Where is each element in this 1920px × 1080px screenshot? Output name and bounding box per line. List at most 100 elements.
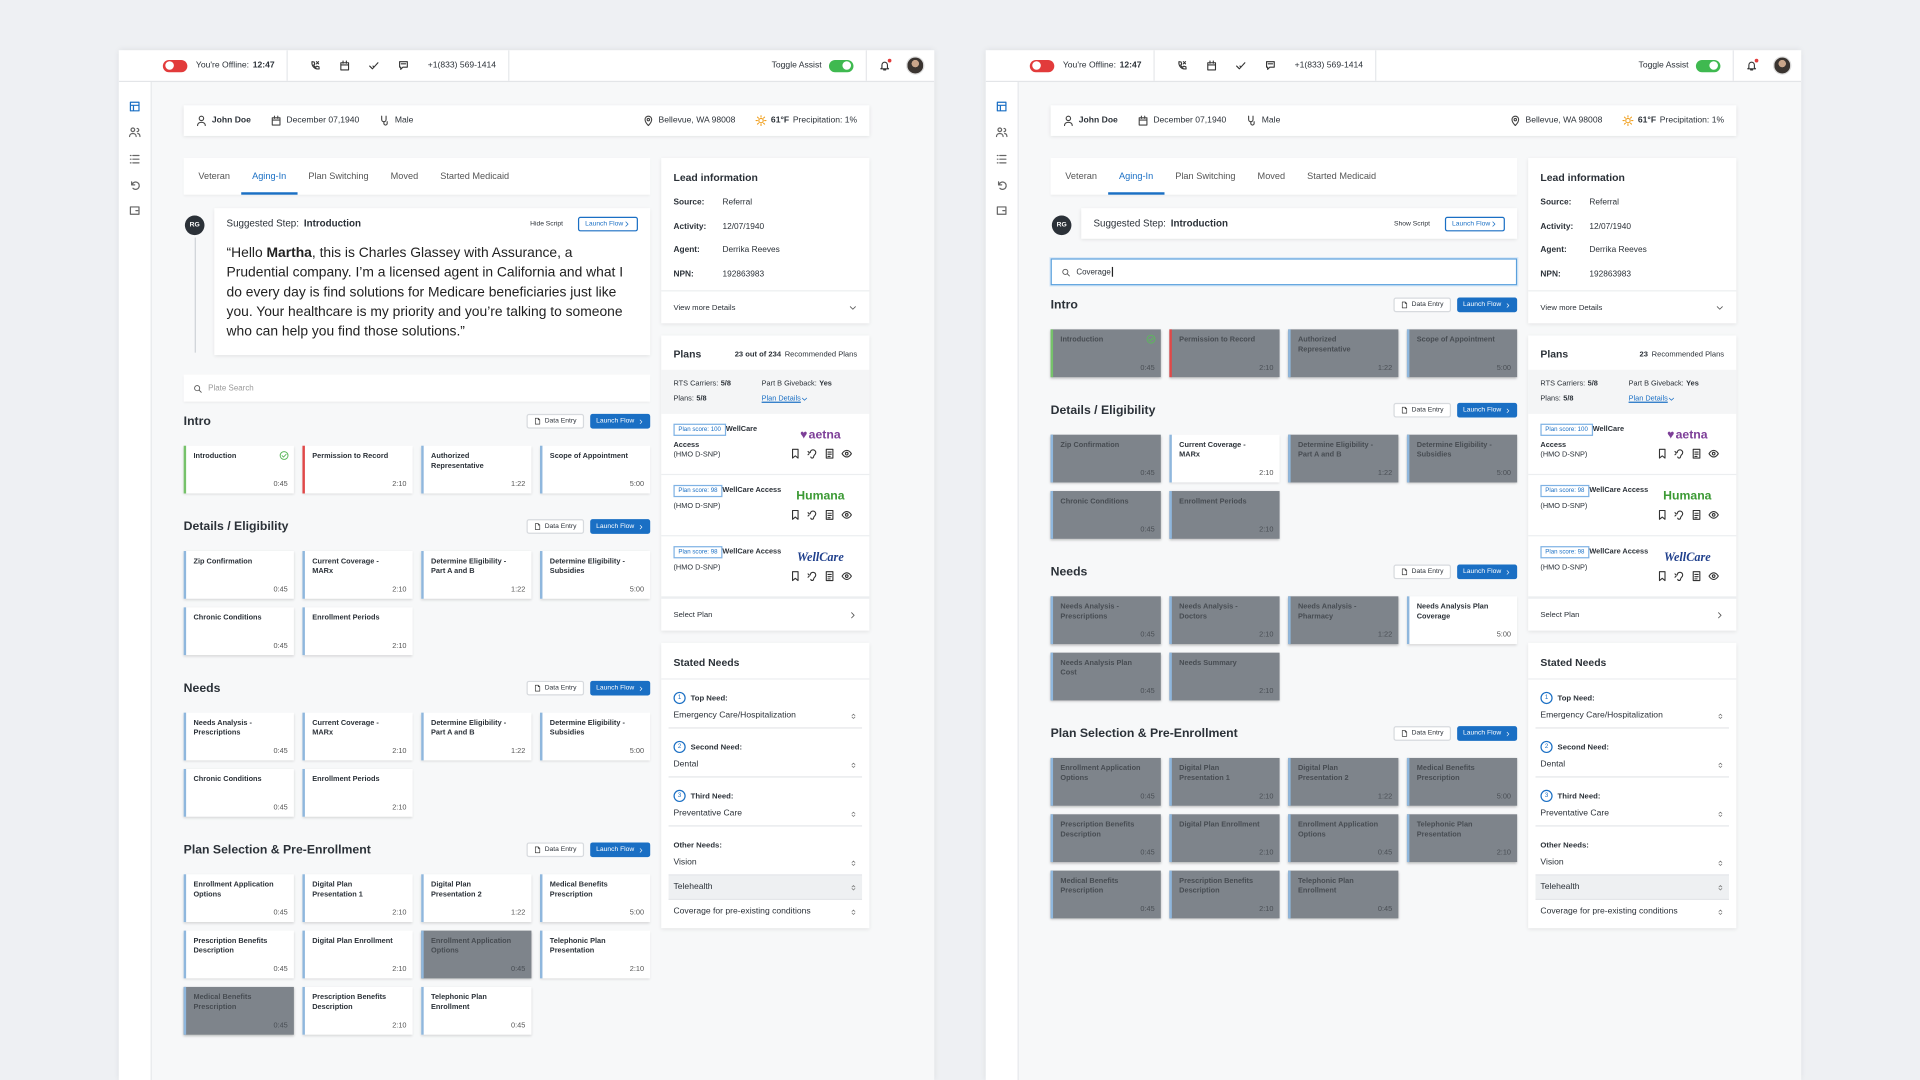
step-card[interactable]: Prescription Benefits Description 2:10 [302, 986, 413, 1035]
toolbar-button[interactable] [1255, 60, 1284, 71]
launch-flow-button[interactable]: Launch Flow [589, 413, 651, 429]
step-card[interactable]: Determine Eligibility - Part A and B 1:22 [421, 551, 532, 599]
search-box[interactable]: Coverage [1050, 258, 1518, 286]
step-card[interactable]: Zip Confirmation 0:45 [183, 551, 294, 599]
need-value[interactable]: Emergency Care/Hospitalization [1535, 704, 1729, 729]
need-value[interactable]: Dental [1535, 753, 1729, 778]
step-card[interactable]: Chronic Conditions 0:45 [1050, 491, 1161, 539]
notifications[interactable] [1746, 58, 1759, 71]
step-card[interactable]: Medical Benefits Prescription 5:00 [1406, 757, 1518, 806]
sidebar-button[interactable] [996, 97, 1008, 119]
launch-flow-button[interactable]: Launch Flow [1456, 297, 1518, 313]
search-box[interactable]: Plate Search [183, 374, 651, 402]
step-card[interactable]: Needs Analysis - Prescriptions 0:45 [1050, 596, 1161, 645]
plan-item[interactable]: Plan score: 98 WellCare Access (HMO D-SNP)… [1528, 536, 1737, 598]
other-need[interactable]: Coverage for pre-existing conditions [1536, 900, 1729, 923]
other-need[interactable]: Telehealth [1535, 875, 1729, 900]
sidebar-button[interactable] [129, 175, 141, 197]
step-card[interactable]: Determine Eligibility - Subsidies 5:00 [1406, 434, 1518, 483]
other-need[interactable]: Vision [1535, 851, 1729, 876]
toolbar-button[interactable] [359, 60, 388, 71]
script-toggle[interactable]: Show Script [1394, 219, 1430, 228]
step-card[interactable]: Digital Plan Presentation 2 1:22 [1288, 757, 1399, 806]
sidebar-button[interactable] [996, 201, 1008, 223]
script-toggle[interactable]: Hide Script [530, 219, 564, 228]
step-card[interactable]: Current Coverage - MARx 2:10 [1169, 434, 1280, 483]
step-card[interactable]: Telephonic Plan Presentation 2:10 [1406, 814, 1518, 863]
tab[interactable]: Plan Switching [1175, 169, 1236, 181]
sidebar-button[interactable] [129, 97, 141, 119]
select-plan[interactable]: Select Plan [1528, 597, 1737, 631]
tab[interactable]: Started Medicaid [1307, 169, 1377, 181]
launch-flow-button[interactable]: Launch Flow [1456, 402, 1518, 418]
tab[interactable]: Aging-In [241, 158, 298, 195]
step-card[interactable]: Digital Plan Enrollment 2:10 [302, 930, 413, 979]
toolbar-button[interactable] [1167, 60, 1196, 71]
step-card[interactable]: Zip Confirmation 0:45 [1050, 434, 1161, 483]
plan-item[interactable]: Plan score: 98 WellCare Access (HMO D-SNP)… [1528, 475, 1737, 537]
step-card[interactable]: Enrollment Periods 2:10 [1169, 491, 1280, 539]
step-card[interactable]: Prescription Benefits Description 0:45 [1050, 814, 1161, 863]
tab[interactable]: Moved [1257, 169, 1286, 181]
step-card[interactable]: Determine Eligibility - Part A and B 1:22 [1288, 434, 1399, 483]
need-value[interactable]: Preventative Care [668, 802, 863, 827]
sidebar-button[interactable] [128, 123, 141, 145]
launch-flow-button[interactable]: Launch Flow [1456, 564, 1518, 580]
data-entry-button[interactable]: Data Entry [526, 413, 584, 429]
step-card[interactable]: Current Coverage - MARx 2:10 [302, 551, 413, 599]
launch-button[interactable]: Launch Flow [577, 216, 638, 231]
plan-item[interactable]: Plan score: 100 WellCare Access (HMO D-SNP… [661, 414, 870, 476]
step-card[interactable]: Needs Analysis Plan Coverage 5:00 [1406, 596, 1518, 645]
launch-button[interactable]: Launch Flow [1444, 216, 1505, 231]
step-card[interactable]: Enrollment Application Options 0:45 [1050, 757, 1161, 806]
step-card[interactable]: Introduction 0:45 [183, 445, 294, 494]
toggle[interactable] [162, 59, 188, 72]
tab[interactable]: Plan Switching [308, 169, 369, 181]
step-card[interactable]: Digital Plan Presentation 2 1:22 [421, 874, 532, 923]
sidebar-button[interactable] [129, 201, 141, 223]
plan-item[interactable]: Plan score: 100 WellCare Access (HMO D-SNP… [1528, 414, 1737, 476]
step-card[interactable]: Digital Plan Presentation 1 2:10 [1169, 757, 1280, 806]
step-card[interactable]: Digital Plan Enrollment 2:10 [1169, 814, 1280, 863]
other-need[interactable]: Vision [668, 851, 863, 876]
step-card[interactable]: Current Coverage - MARx 2:10 [302, 712, 413, 761]
step-card[interactable]: Authorized Representative 1:22 [421, 445, 532, 494]
step-card[interactable]: Medical Benefits Prescription 5:00 [540, 874, 651, 923]
select-plan[interactable]: Select Plan [661, 597, 870, 631]
user-avatar[interactable] [906, 56, 925, 75]
need-value[interactable]: Emergency Care/Hospitalization [668, 704, 863, 729]
launch-flow-button[interactable]: Launch Flow [589, 680, 651, 696]
data-entry-button[interactable]: Data Entry [1393, 726, 1451, 741]
data-entry-button[interactable]: Data Entry [1393, 402, 1451, 418]
data-entry-button[interactable]: Data Entry [526, 519, 584, 534]
step-card[interactable]: Chronic Conditions 0:45 [183, 768, 294, 817]
toggle[interactable] [1029, 59, 1055, 72]
step-card[interactable]: Scope of Appointment 5:00 [1406, 329, 1518, 378]
tab[interactable]: Veteran [198, 169, 231, 181]
step-card[interactable]: Enrollment Application Options 0:45 [1288, 814, 1399, 863]
step-card[interactable]: Telephonic Plan Presentation 2:10 [540, 930, 651, 979]
step-card[interactable]: Telephonic Plan Enrollment 0:45 [1288, 870, 1399, 919]
view-more[interactable]: View more Details [1528, 290, 1737, 323]
toggle[interactable] [828, 59, 854, 72]
step-card[interactable]: Introduction 0:45 [1050, 329, 1161, 378]
tab[interactable]: Started Medicaid [440, 169, 510, 181]
toolbar-button[interactable] [389, 60, 418, 71]
toolbar-button[interactable] [1197, 60, 1226, 71]
step-card[interactable]: Needs Analysis - Doctors 2:10 [1169, 596, 1280, 645]
step-card[interactable]: Enrollment Periods 2:10 [302, 607, 413, 656]
step-card[interactable]: Permission to Record 2:10 [302, 445, 413, 494]
launch-flow-button[interactable]: Launch Flow [589, 842, 651, 858]
step-card[interactable]: Permission to Record 2:10 [1169, 329, 1280, 378]
need-value[interactable]: Dental [668, 753, 863, 778]
data-entry-button[interactable]: Data Entry [1393, 297, 1451, 313]
step-card[interactable]: Scope of Appointment 5:00 [540, 445, 651, 494]
plan-details-link[interactable]: Plan Details [762, 392, 809, 407]
other-need[interactable]: Telehealth [668, 875, 863, 900]
step-card[interactable]: Determine Eligibility - Subsidies 5:00 [540, 551, 651, 599]
launch-flow-button[interactable]: Launch Flow [589, 519, 651, 534]
tab[interactable]: Veteran [1065, 169, 1097, 181]
sidebar-button[interactable] [995, 123, 1008, 145]
other-need[interactable]: Coverage for pre-existing conditions [669, 900, 862, 923]
step-card[interactable]: Needs Analysis - Prescriptions 0:45 [183, 712, 294, 761]
